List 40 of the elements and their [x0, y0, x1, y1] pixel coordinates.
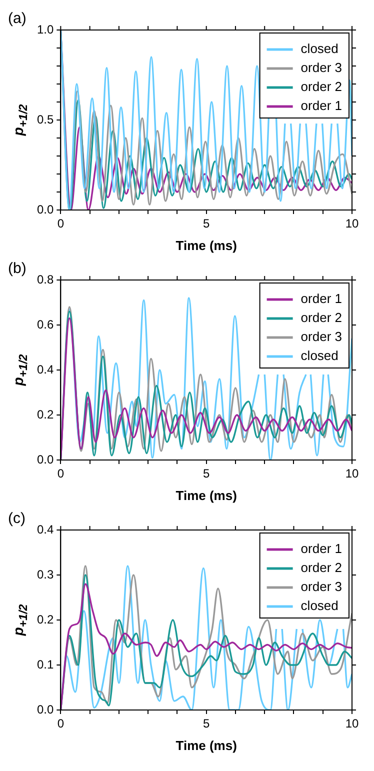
legend-label: order 2	[300, 310, 342, 326]
y-tick-label: 0.2	[36, 407, 54, 422]
x-tick-label: 10	[345, 466, 359, 481]
legend-label: closed	[300, 41, 338, 56]
y-tick-label: 0.8	[36, 272, 54, 286]
y-tick-label: 0.2	[36, 612, 54, 626]
y-tick-label: 0.0	[36, 702, 54, 716]
legend-label: order 2	[300, 79, 342, 94]
legend-label: closed	[300, 348, 338, 364]
y-tick-label: 0.4	[36, 362, 54, 376]
x-tick-label: 5	[202, 716, 210, 731]
chart-title: (c)	[8, 510, 26, 527]
y-tick-label: 0.6	[36, 317, 54, 332]
legend-label: order 1	[300, 98, 342, 114]
legend-label: order 2	[300, 560, 342, 576]
x-axis-title: Time (ms)	[176, 488, 237, 503]
legend-label: order 3	[300, 579, 342, 594]
y-tick-label: 0.5	[36, 112, 54, 126]
legend-label: order 1	[300, 291, 342, 306]
legend-label: order 1	[300, 541, 342, 556]
x-tick-label: 0	[57, 216, 64, 231]
y-tick-label: 0.3	[36, 567, 54, 582]
x-tick-label: 0	[57, 466, 64, 481]
x-tick-label: 10	[345, 716, 359, 731]
x-tick-label: 5	[202, 466, 210, 481]
chart-title: (a)	[8, 10, 26, 27]
y-tick-label: 0.4	[36, 522, 54, 536]
x-tick-label: 5	[202, 216, 210, 231]
y-tick-label: 0.0	[36, 452, 54, 466]
x-axis-title: Time (ms)	[176, 238, 237, 253]
legend-label: closed	[300, 598, 338, 614]
y-tick-label: 0.0	[36, 202, 54, 216]
x-tick-label: 0	[57, 716, 64, 731]
x-tick-label: 10	[345, 216, 359, 231]
y-tick-label: 0.1	[36, 657, 54, 672]
x-axis-title: Time (ms)	[176, 738, 237, 753]
legend-label: order 3	[300, 329, 342, 344]
legend-label: order 3	[300, 60, 342, 76]
y-tick-label: 1.0	[36, 22, 54, 36]
chart-title: (b)	[8, 260, 26, 277]
